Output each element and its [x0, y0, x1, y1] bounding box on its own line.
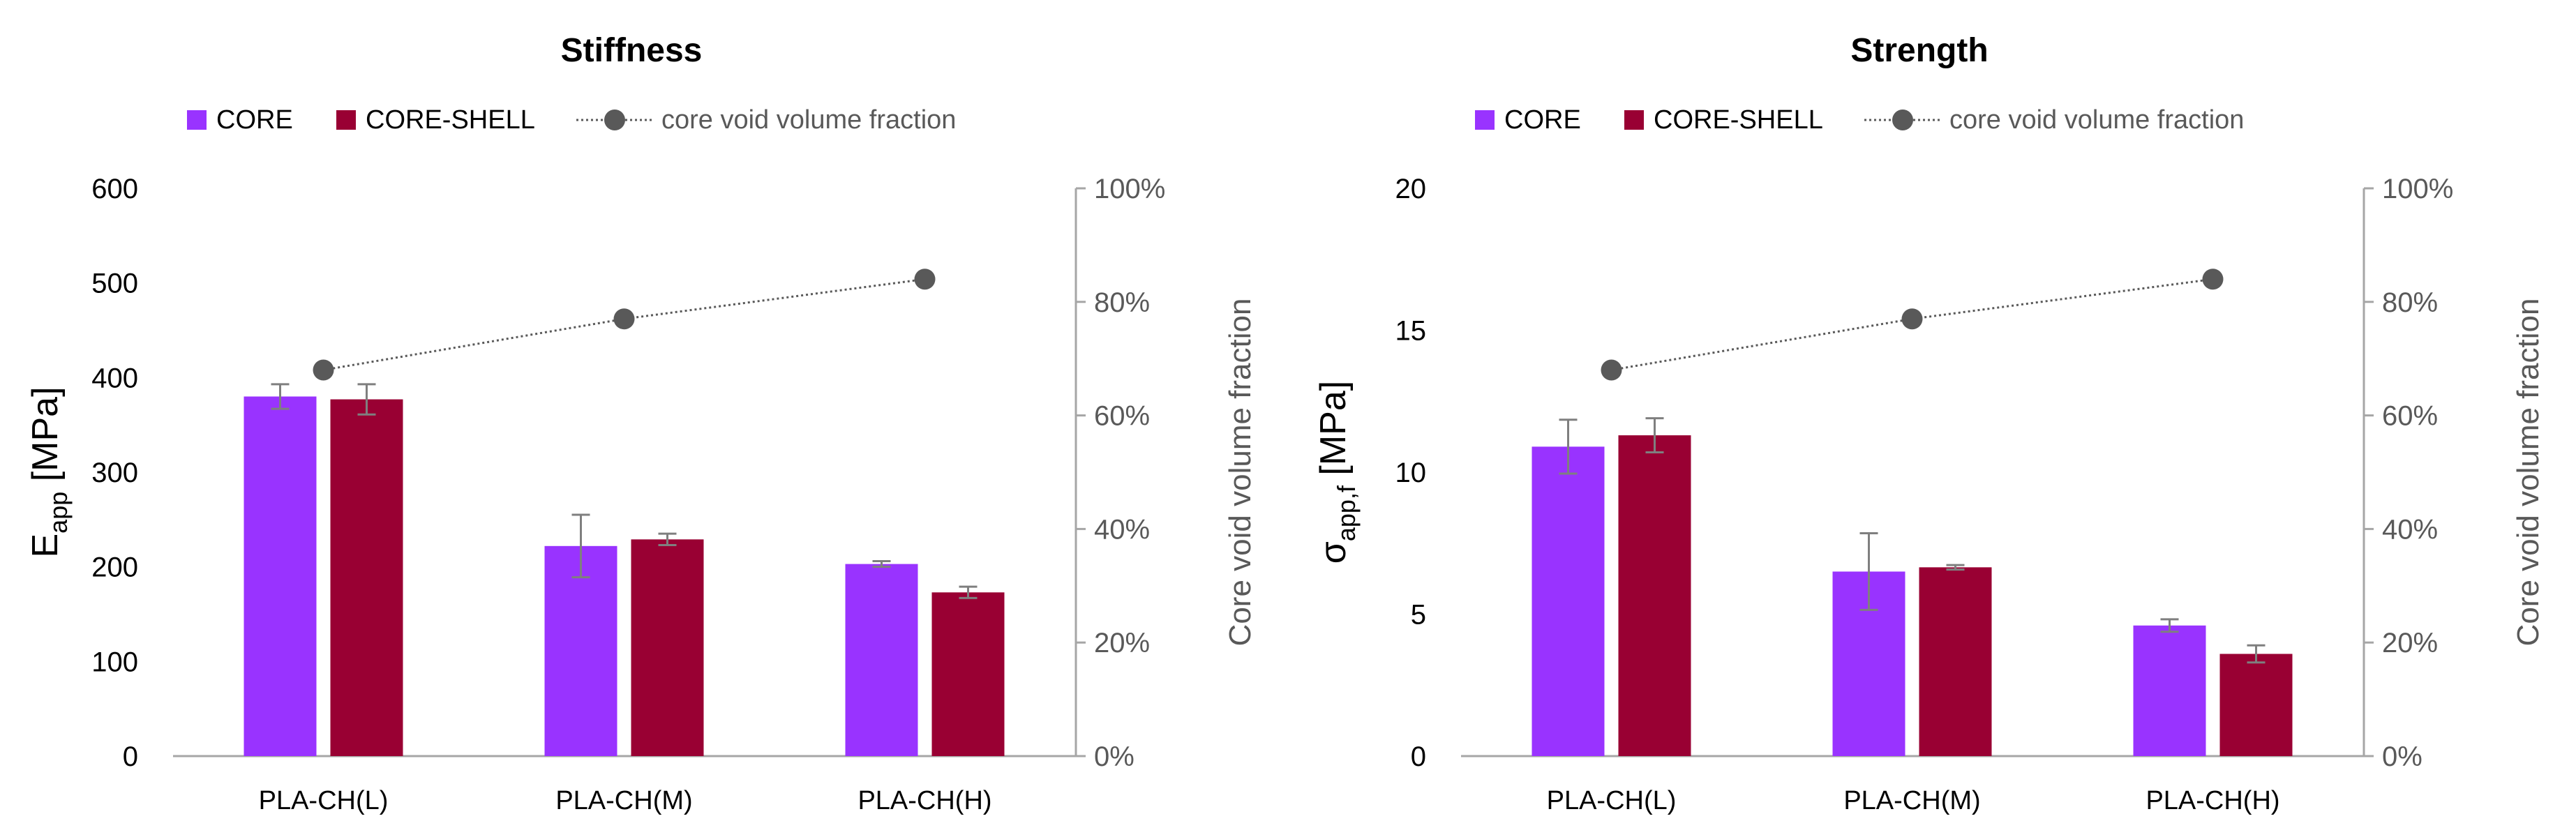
y-axis-label-sub: app — [44, 492, 73, 534]
legend-swatch-core — [1475, 110, 1495, 130]
y-axis-label-unit: [MPa] — [1313, 381, 1354, 485]
y-tick-label: 100 — [91, 647, 138, 677]
bar-core-shell — [1919, 567, 1992, 756]
y-axis-label-main: σ — [1313, 541, 1354, 564]
y-axis-label-unit: [MPa] — [25, 386, 66, 491]
y2-tick-label: 0% — [2382, 741, 2423, 772]
legend-label-core-shell: CORE-SHELL — [366, 105, 535, 135]
y-tick-label: 5 — [1411, 600, 1426, 631]
legend-swatch-core-shell — [336, 110, 356, 130]
y-tick-label: 20 — [1395, 174, 1427, 204]
legend-marker-void — [604, 110, 625, 130]
void-fraction-point — [2202, 269, 2224, 290]
legend-label-void: core void volume fraction — [661, 105, 956, 135]
bar-core-shell — [631, 539, 704, 756]
y-tick-label: 600 — [91, 174, 138, 204]
bar-core — [2133, 625, 2206, 756]
chart-title: Strength — [1850, 32, 1988, 69]
bar-core-shell — [2219, 654, 2293, 756]
y2-tick-label: 20% — [2382, 628, 2438, 658]
y2-tick-label: 100% — [1094, 174, 1165, 204]
legend-label-void: core void volume fraction — [1949, 105, 2244, 135]
legend-swatch-core — [187, 110, 207, 130]
void-fraction-point — [1901, 308, 1923, 330]
x-category-label: PLA-CH(L) — [259, 786, 389, 815]
y2-tick-label: 100% — [2382, 174, 2453, 204]
y-axis-label-main: E — [25, 534, 66, 558]
y-tick-label: 10 — [1395, 458, 1427, 488]
y2-tick-label: 40% — [1094, 514, 1150, 545]
chart-title: Stiffness — [561, 32, 703, 69]
bar-core-shell — [1618, 435, 1691, 756]
y-tick-label: 15 — [1395, 316, 1427, 347]
y2-tick-label: 60% — [2382, 401, 2438, 432]
x-category-label: PLA-CH(M) — [555, 786, 692, 815]
legend-swatch-core-shell — [1624, 110, 1644, 130]
x-category-label: PLA-CH(H) — [858, 786, 991, 815]
legend-label-core: CORE — [216, 105, 293, 135]
bar-core — [1532, 446, 1605, 756]
bar-core-shell — [330, 399, 403, 756]
strength-chart: Strength CORE CORE-SHELL core void volume f… — [1288, 0, 2576, 837]
void-fraction-point — [1601, 359, 1622, 381]
void-fraction-point — [613, 308, 635, 330]
y-tick-label: 500 — [91, 269, 138, 299]
y2-tick-label: 40% — [2382, 514, 2438, 545]
void-fraction-point — [313, 359, 334, 381]
y2-tick-label: 80% — [1094, 287, 1150, 318]
y2-axis-label: Core void volume fraction — [1223, 299, 1257, 647]
y-tick-label: 0 — [1411, 741, 1426, 772]
bar-core — [544, 545, 617, 756]
legend-label-core-shell: CORE-SHELL — [1654, 105, 1823, 135]
y2-tick-label: 20% — [1094, 628, 1150, 658]
y-axis-label: Eapp [MPa] — [25, 386, 73, 557]
x-category-label: PLA-CH(L) — [1547, 786, 1677, 815]
stiffness-chart: Stiffness CORE CORE-SHELL core void volume … — [25, 32, 1257, 815]
y-tick-label: 200 — [91, 552, 138, 583]
bar-core-shell — [931, 592, 1005, 756]
stiffness-chart-svg: Stiffness CORE CORE-SHELL core void volume … — [25, 32, 1257, 815]
y-axis-label-sub: app,f — [1332, 485, 1361, 541]
legend-label-core: CORE — [1504, 105, 1581, 135]
void-fraction-point — [914, 269, 936, 290]
y2-tick-label: 0% — [1094, 741, 1135, 772]
bar-core — [244, 396, 317, 756]
x-category-label: PLA-CH(M) — [1843, 786, 1980, 815]
y-axis-label: σapp,f [MPa] — [1313, 381, 1361, 564]
bar-core — [845, 564, 918, 756]
legend-marker-void — [1892, 110, 1913, 130]
y2-axis-label: Core void volume fraction — [2511, 299, 2545, 647]
y2-tick-label: 80% — [2382, 287, 2438, 318]
x-category-label: PLA-CH(H) — [2146, 786, 2279, 815]
y-tick-label: 0 — [123, 741, 138, 772]
y-tick-label: 400 — [91, 363, 138, 393]
y2-tick-label: 60% — [1094, 401, 1150, 432]
strength-chart-svg: Strength CORE CORE-SHELL core void volume f… — [1313, 32, 2545, 815]
y-tick-label: 300 — [91, 458, 138, 488]
